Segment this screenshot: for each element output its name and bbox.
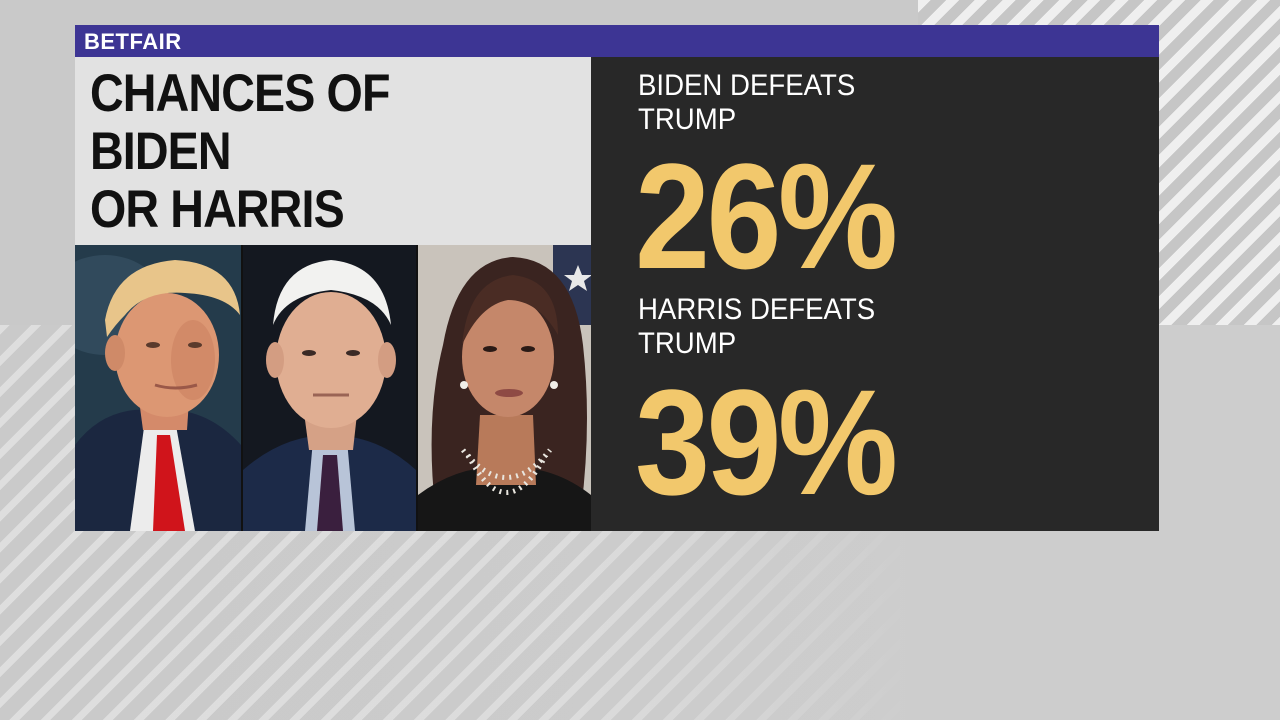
biden-portrait (243, 245, 416, 531)
source-bar: BETFAIR (75, 25, 1159, 57)
biden-stat-label: BIDEN DEFEATS TRUMP (638, 69, 856, 136)
stats-panel: BIDEN DEFEATS TRUMP 26% HARRIS DEFEATS T… (591, 57, 1159, 531)
trump-portrait (75, 245, 241, 531)
harris-stat-value: 39% (635, 358, 898, 526)
biden-stat-value: 26% (635, 132, 898, 300)
graphic-card: BETFAIR CHANCES OF BIDEN OR HARRIS DEFEA… (75, 25, 1159, 531)
title-panel: CHANCES OF BIDEN OR HARRIS DEFEATING TRU… (75, 57, 591, 297)
harris-stat-label: HARRIS DEFEATS TRUMP (638, 293, 876, 360)
harris-portrait (418, 245, 591, 531)
biden-photo (243, 245, 416, 531)
source-label: BETFAIR (84, 29, 182, 54)
candidate-photos (75, 245, 591, 531)
harris-photo (418, 245, 591, 531)
trump-photo (75, 245, 241, 531)
